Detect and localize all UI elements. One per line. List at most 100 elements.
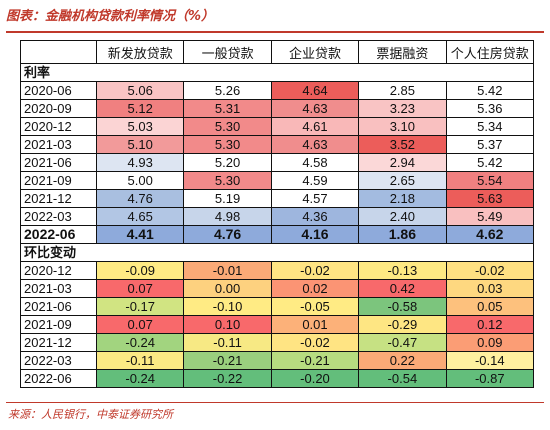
- value-cell: 5.36: [445, 99, 535, 118]
- value-cell: 0.05: [445, 297, 535, 316]
- value-cell: 4.76: [95, 189, 185, 208]
- value-cell: 5.30: [183, 171, 272, 190]
- value-cell: 5.30: [183, 135, 272, 154]
- row-date: 2021-06: [20, 297, 97, 316]
- value-cell: 2.85: [358, 81, 447, 100]
- value-cell: 4.58: [270, 153, 360, 172]
- row-date: 2021-03: [20, 279, 97, 298]
- value-cell: -0.58: [358, 297, 447, 316]
- value-cell: 4.98: [183, 207, 272, 226]
- rate-row: 2021-09 5.00 5.30 4.59 2.65 5.54: [20, 171, 535, 190]
- rate-row: 2021-12 4.76 5.19 4.57 2.18 5.63: [20, 189, 535, 208]
- value-cell: -0.13: [358, 261, 447, 280]
- value-cell: 3.52: [358, 135, 447, 154]
- value-cell: 2.65: [358, 171, 447, 190]
- value-cell: 3.10: [358, 117, 447, 136]
- value-cell: 0.07: [95, 279, 185, 298]
- value-cell: -0.54: [358, 369, 447, 388]
- value-cell: 5.49: [445, 207, 535, 226]
- row-date: 2022-06: [20, 369, 97, 388]
- row-date: 2021-09: [20, 315, 97, 334]
- value-cell: 5.03: [95, 117, 185, 136]
- value-cell: -0.10: [183, 297, 272, 316]
- value-cell: -0.02: [270, 261, 360, 280]
- rate-row: 2021-03 5.10 5.30 4.63 3.52 5.37: [20, 135, 535, 154]
- row-date: 2020-06: [20, 81, 97, 100]
- row-date: 2021-12: [20, 189, 97, 208]
- value-cell: -0.09: [95, 261, 185, 280]
- row-date: 2021-03: [20, 135, 97, 154]
- rate-row: 2022-06 4.41 4.76 4.16 1.86 4.62: [20, 225, 535, 244]
- value-cell: 5.63: [445, 189, 535, 208]
- value-cell: 5.34: [445, 117, 535, 136]
- value-cell: 4.41: [95, 225, 185, 244]
- title-rule: [6, 31, 544, 33]
- value-cell: -0.02: [445, 261, 535, 280]
- value-cell: 5.19: [183, 189, 272, 208]
- change-row: 2022-03 -0.11 -0.21 -0.21 0.22 -0.14: [20, 351, 535, 370]
- value-cell: 3.23: [358, 99, 447, 118]
- change-row: 2021-03 0.07 0.00 0.02 0.42 0.03: [20, 279, 535, 298]
- row-date: 2021-06: [20, 153, 97, 172]
- value-cell: 5.42: [445, 153, 535, 172]
- value-cell: 5.20: [183, 153, 272, 172]
- value-cell: -0.22: [183, 369, 272, 388]
- source-note: 来源：人民银行，中泰证券研究所: [8, 408, 173, 421]
- value-cell: 2.40: [358, 207, 447, 226]
- value-cell: 0.00: [183, 279, 272, 298]
- rate-row: 2020-09 5.12 5.31 4.63 3.23 5.36: [20, 99, 535, 118]
- value-cell: 4.76: [183, 225, 272, 244]
- value-cell: 5.54: [445, 171, 535, 190]
- row-date: 2020-09: [20, 99, 97, 118]
- change-row: 2021-09 0.07 0.10 0.01 -0.29 0.12: [20, 315, 535, 334]
- value-cell: 5.06: [95, 81, 185, 100]
- section-change: 环比变动: [20, 243, 534, 262]
- rate-row: 2021-06 4.93 5.20 4.58 2.94 5.42: [20, 153, 535, 172]
- chart-title: 图表：金融机构贷款利率情况（%）: [6, 9, 215, 24]
- row-date: 2021-09: [20, 171, 97, 190]
- header-blank: [20, 40, 97, 64]
- value-cell: 0.22: [358, 351, 447, 370]
- change-row: 2022-06 -0.24 -0.22 -0.20 -0.54 -0.87: [20, 369, 535, 388]
- value-cell: -0.02: [270, 333, 360, 352]
- value-cell: 5.30: [183, 117, 272, 136]
- change-row: 2020-12 -0.09 -0.01 -0.02 -0.13 -0.02: [20, 261, 535, 280]
- loan-rate-table: 新发放贷款 一般贷款 企业贷款 票据融资 个人住房贷款 利率 2020-06 5.…: [20, 40, 535, 388]
- value-cell: 4.65: [95, 207, 185, 226]
- value-cell: 5.12: [95, 99, 185, 118]
- value-cell: 5.42: [445, 81, 535, 100]
- value-cell: 5.31: [183, 99, 272, 118]
- value-cell: 0.03: [445, 279, 535, 298]
- value-cell: -0.24: [95, 333, 185, 352]
- value-cell: -0.87: [445, 369, 535, 388]
- value-cell: 0.42: [358, 279, 447, 298]
- value-cell: 4.62: [445, 225, 535, 244]
- value-cell: 1.86: [358, 225, 447, 244]
- row-date: 2020-12: [20, 261, 97, 280]
- source-rule: [6, 402, 544, 403]
- row-date: 2022-03: [20, 207, 97, 226]
- value-cell: 0.07: [95, 315, 185, 334]
- header-mortgage-loans: 个人住房贷款: [445, 40, 535, 64]
- header-general-loans: 一般贷款: [183, 40, 272, 64]
- header-new-loans: 新发放贷款: [95, 40, 185, 64]
- value-cell: -0.47: [358, 333, 447, 352]
- header-row: 新发放贷款 一般贷款 企业贷款 票据融资 个人住房贷款: [20, 40, 535, 64]
- header-bill-financing: 票据融资: [358, 40, 447, 64]
- value-cell: 4.36: [270, 207, 360, 226]
- value-cell: 5.00: [95, 171, 185, 190]
- value-cell: -0.24: [95, 369, 185, 388]
- section-rate-label: 利率: [20, 63, 534, 82]
- header-enterprise-loans: 企业贷款: [270, 40, 360, 64]
- value-cell: -0.20: [270, 369, 360, 388]
- value-cell: -0.01: [183, 261, 272, 280]
- row-date: 2020-12: [20, 117, 97, 136]
- value-cell: -0.17: [95, 297, 185, 316]
- value-cell: -0.11: [183, 333, 272, 352]
- change-row: 2021-12 -0.24 -0.11 -0.02 -0.47 0.09: [20, 333, 535, 352]
- value-cell: 4.59: [270, 171, 360, 190]
- rate-row: 2022-03 4.65 4.98 4.36 2.40 5.49: [20, 207, 535, 226]
- row-date: 2022-03: [20, 351, 97, 370]
- value-cell: -0.21: [183, 351, 272, 370]
- value-cell: -0.21: [270, 351, 360, 370]
